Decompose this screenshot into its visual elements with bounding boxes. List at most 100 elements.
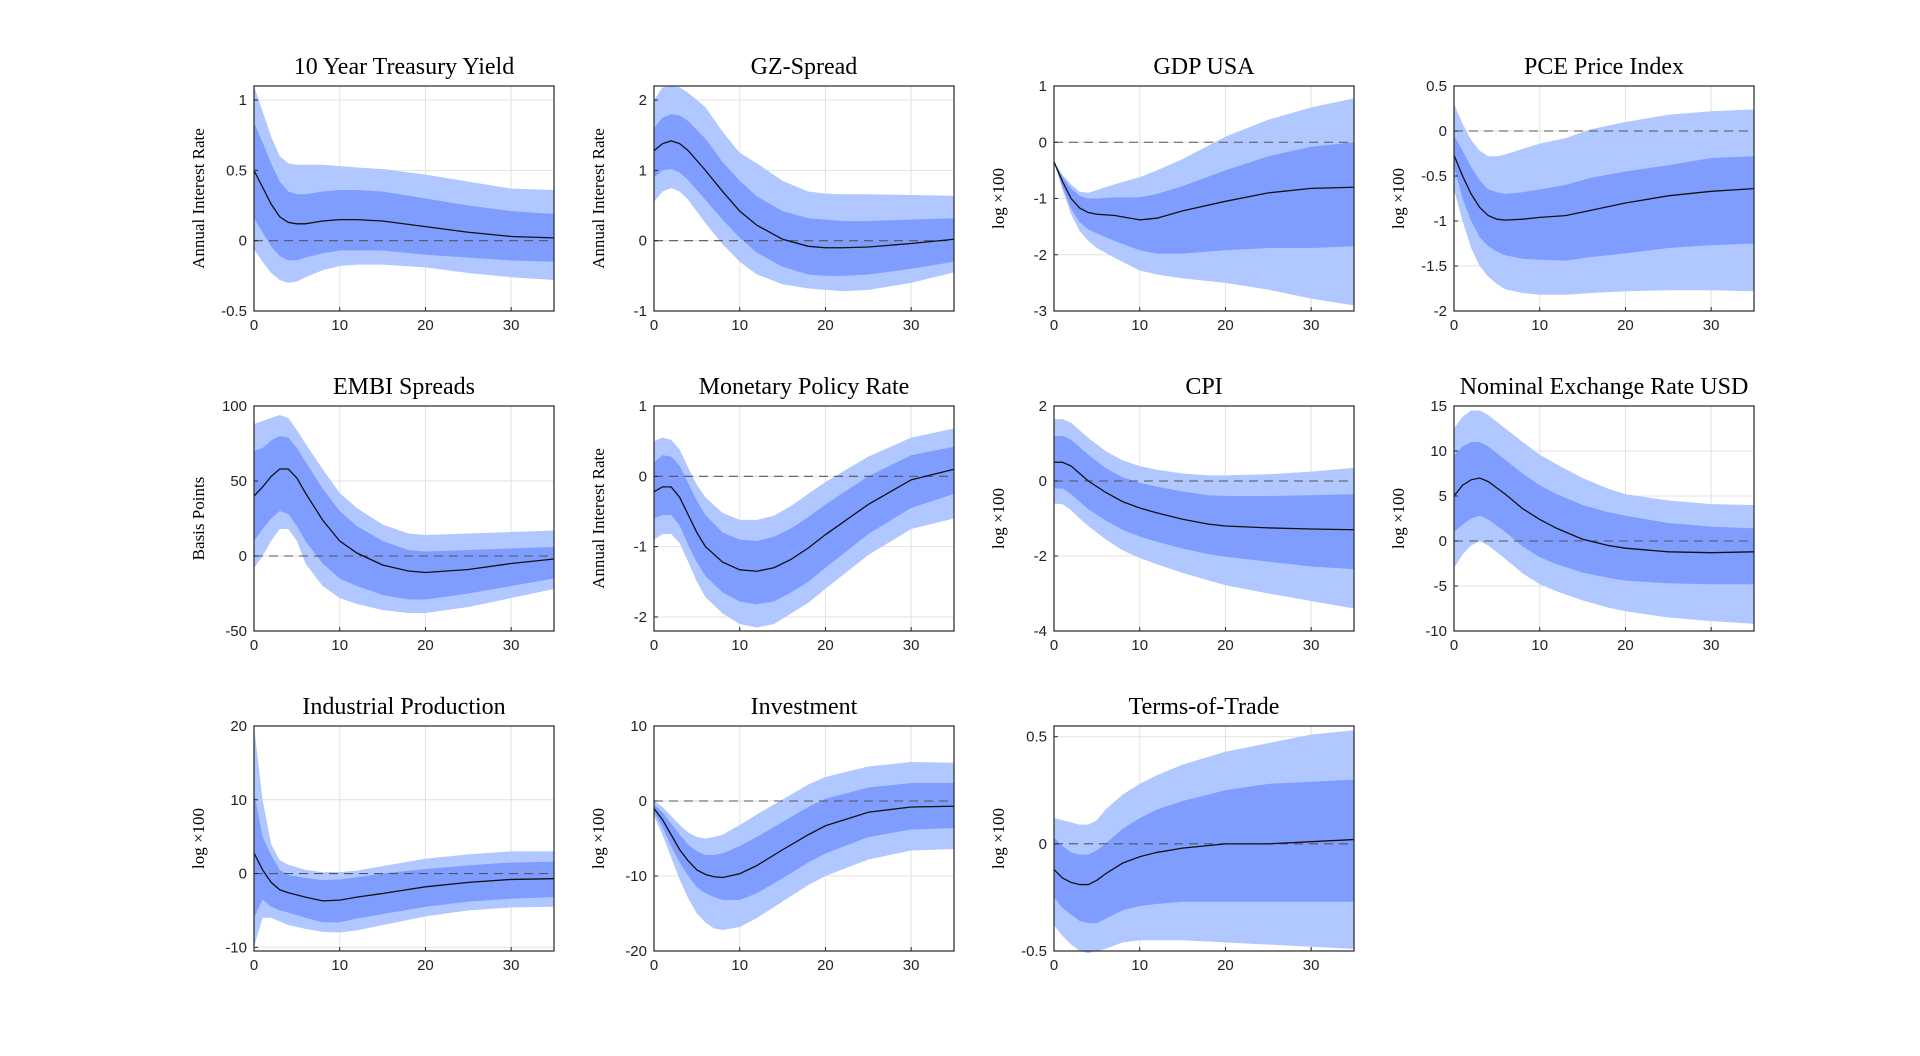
y-tick-label: 1 [239,92,247,109]
x-tick-label: 30 [903,317,920,334]
panel-cpi: 0 10 20 30 -4 -2 0 2 CPI log ×100 [989,374,1355,654]
x-tick-label: 20 [417,317,434,334]
y-tick-label: -4 [1034,623,1047,640]
panel-title: 10 Year Treasury Yield [294,54,514,80]
x-tick-label: 20 [817,957,834,974]
panel-title: CPI [1185,374,1222,400]
y-tick-label: 15 [1430,398,1447,415]
y-tick-label: -1 [634,303,647,320]
median-response-line [253,170,555,239]
x-tick-label: 20 [417,637,434,654]
x-tick-label: 10 [1131,957,1148,974]
median-response-line [253,852,555,902]
y-tick-label: 0 [239,548,247,565]
y-tick-label: 10 [1430,443,1447,460]
x-tick-label: 10 [731,317,748,334]
x-tick-label: 30 [903,957,920,974]
x-tick-label: 20 [1617,637,1634,654]
y-tick-label: 0 [1439,533,1447,550]
y-axis-label: log ×100 [1389,488,1408,549]
y-tick-label: 0 [639,233,647,250]
y-axis-label: Annual Interest Rate [189,128,208,269]
y-tick-label: 0.5 [1026,729,1047,746]
credible-band-inner [1054,142,1354,254]
credible-band-inner [1454,442,1754,585]
credible-band-inner [1054,436,1354,570]
median-response-line [253,468,555,574]
y-tick-label: 2 [639,92,647,109]
credible-band-inner [1054,779,1354,924]
y-tick-label: 10 [230,792,247,809]
x-tick-label: 0 [1050,637,1058,654]
y-tick-label: 0 [639,793,647,810]
y-axis-label: log ×100 [989,488,1008,549]
panel-nominal-exchange-rate-usd: 0 10 20 30 -10 -5 0 5 10 15 Nominal Exchange Rate … [1389,374,1755,654]
axes-frame [1053,725,1355,952]
x-tick-label: 10 [331,317,348,334]
median-response-line [653,140,955,249]
median-response-line [1453,155,1755,221]
x-tick-label: 20 [817,637,834,654]
y-tick-label: 5 [1439,488,1447,505]
median-response-line [1054,461,1355,531]
x-tick-label: 0 [250,317,258,334]
axes-frame [253,85,555,312]
x-tick-label: 20 [417,957,434,974]
panel-title: EMBI Spreads [333,374,475,400]
x-tick-label: 30 [1703,317,1720,334]
y-axis-label: log ×100 [189,808,208,869]
panel-gdp-usa: 0 10 20 30 -3 -2 -1 0 1 GDP USA log ×100 [989,54,1355,334]
x-tick-label: 0 [1450,317,1458,334]
x-tick-label: 30 [503,317,520,334]
x-tick-label: 0 [250,957,258,974]
panel-title: Monetary Policy Rate [699,374,910,400]
panel-monetary-policy-rate: 0 10 20 30 -2 -1 0 1 Monetary Policy Rate Annual … [589,374,955,654]
x-tick-label: 30 [503,637,520,654]
panel-title: Nominal Exchange Rate USD [1460,374,1749,400]
panel-pce-price-index: 0 10 20 30 -2 -1.5 -1 -0.5 0 0.5 PCE Price Index lo… [1389,54,1755,334]
y-tick-label: 100 [222,398,247,415]
y-tick-label: -1.5 [1421,258,1447,275]
y-tick-label: -1 [1034,191,1047,208]
y-tick-label: -3 [1034,303,1047,320]
axes-frame [1053,405,1355,632]
x-tick-label: 0 [650,637,658,654]
y-tick-label: -10 [625,868,647,885]
y-axis-label: Annual Interest Rate [589,128,608,269]
x-tick-label: 0 [650,957,658,974]
median-response-line [653,805,955,879]
credible-band-inner [654,114,954,276]
y-tick-label: -1 [634,539,647,556]
x-tick-label: 30 [903,637,920,654]
y-axis-label: log ×100 [989,808,1008,869]
axes-frame [653,85,955,312]
x-tick-label: 10 [731,637,748,654]
panel-title: Terms-of-Trade [1129,694,1280,720]
y-tick-label: 0.5 [226,162,247,179]
panel-title: Industrial Production [302,694,505,720]
y-tick-label: 0 [639,468,647,485]
x-tick-label: 10 [331,637,348,654]
x-tick-label: 10 [1131,317,1148,334]
credible-band-inner [654,783,954,900]
y-tick-label: -50 [225,623,247,640]
axes-frame [1453,85,1755,312]
y-tick-label: -2 [1034,247,1047,264]
axes-frame [253,725,555,952]
y-tick-label: 0.5 [1426,78,1447,95]
y-tick-label: -0.5 [1021,943,1047,960]
x-tick-label: 30 [1703,637,1720,654]
x-tick-label: 30 [1303,317,1320,334]
x-tick-label: 0 [1050,957,1058,974]
panel-title: GDP USA [1153,54,1255,80]
y-axis-label: Basis Points [189,477,208,561]
y-axis-label: log ×100 [1389,168,1408,229]
y-tick-label: -2 [1034,548,1047,565]
x-tick-label: 30 [1303,637,1320,654]
y-tick-label: 20 [230,718,247,735]
y-tick-label: 0 [239,866,247,883]
y-tick-label: 0 [239,233,247,250]
